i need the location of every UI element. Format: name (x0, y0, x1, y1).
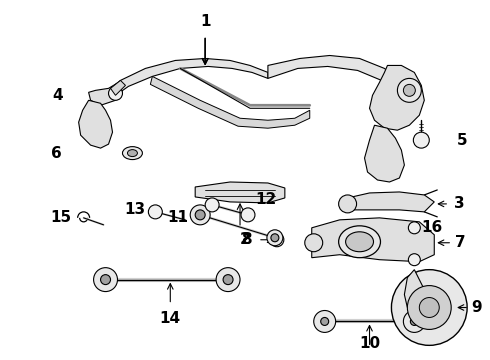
Polygon shape (111, 80, 125, 95)
Circle shape (403, 84, 416, 96)
Ellipse shape (127, 150, 137, 157)
Ellipse shape (345, 232, 373, 252)
Text: 14: 14 (160, 311, 181, 327)
Circle shape (148, 205, 162, 219)
Circle shape (305, 234, 323, 252)
Text: 13: 13 (124, 202, 146, 217)
Circle shape (403, 310, 425, 332)
Circle shape (94, 268, 118, 292)
Circle shape (321, 318, 329, 325)
Polygon shape (78, 100, 113, 148)
Polygon shape (347, 192, 434, 212)
Polygon shape (89, 82, 122, 105)
Circle shape (397, 78, 421, 102)
Text: 15: 15 (51, 210, 72, 225)
Polygon shape (369, 66, 424, 130)
Circle shape (419, 298, 439, 318)
Polygon shape (150, 76, 310, 128)
Text: 2: 2 (240, 232, 250, 247)
Polygon shape (312, 218, 434, 262)
Text: 16: 16 (421, 220, 442, 235)
Circle shape (407, 285, 451, 329)
Text: 7: 7 (455, 235, 466, 250)
Text: 10: 10 (359, 336, 380, 351)
Text: 11: 11 (167, 210, 188, 225)
Circle shape (414, 132, 429, 148)
Circle shape (408, 222, 420, 234)
Circle shape (216, 268, 240, 292)
Text: 5: 5 (457, 132, 468, 148)
Ellipse shape (122, 147, 143, 159)
Circle shape (195, 210, 205, 220)
Circle shape (241, 208, 255, 222)
Text: 9: 9 (471, 300, 482, 315)
Polygon shape (195, 182, 285, 203)
Text: 1: 1 (200, 14, 210, 28)
Circle shape (314, 310, 336, 332)
Text: 12: 12 (255, 193, 276, 207)
Circle shape (223, 275, 233, 285)
Circle shape (410, 318, 418, 325)
Circle shape (205, 198, 219, 212)
Circle shape (270, 233, 284, 247)
Circle shape (408, 254, 420, 266)
Polygon shape (365, 125, 404, 182)
Circle shape (392, 270, 467, 345)
Ellipse shape (339, 226, 380, 258)
Circle shape (108, 86, 122, 100)
Text: 6: 6 (51, 145, 62, 161)
Polygon shape (404, 270, 427, 307)
Circle shape (100, 275, 111, 285)
Polygon shape (102, 58, 268, 100)
Circle shape (339, 195, 357, 213)
Text: 3: 3 (454, 197, 465, 211)
Text: 4: 4 (53, 88, 63, 103)
Circle shape (190, 205, 210, 225)
Circle shape (267, 230, 283, 246)
Polygon shape (268, 55, 407, 103)
Text: 8: 8 (242, 232, 252, 247)
Circle shape (271, 234, 279, 242)
